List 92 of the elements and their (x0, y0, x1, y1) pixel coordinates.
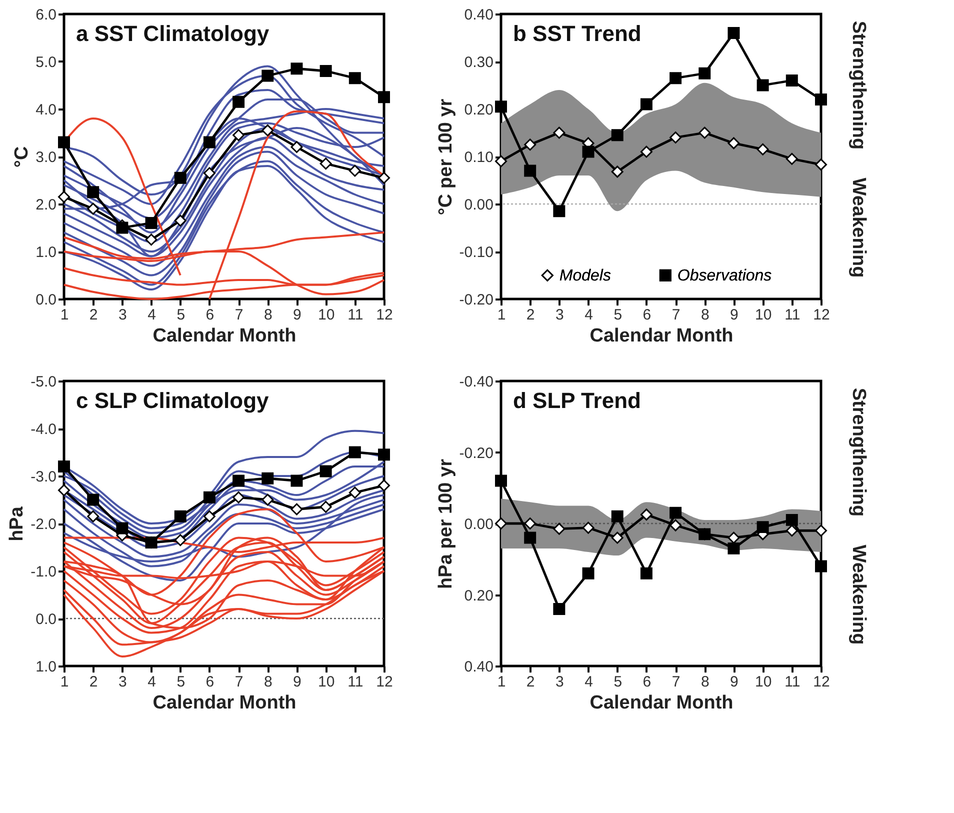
y-axis-title: hPa (6, 506, 28, 542)
x-tick-label: 8 (264, 306, 272, 324)
y-tick-label: 0.10 (464, 149, 494, 166)
x-tick-label: 7 (672, 306, 680, 324)
x-tick-label: 5 (614, 306, 622, 324)
x-axis-title: Calendar Month (152, 326, 296, 346)
x-tick-label: 10 (754, 674, 772, 690)
x-tick-label: 2 (89, 674, 98, 690)
y-tick-label: 6.0 (36, 6, 56, 24)
x-tick-label: 6 (642, 674, 652, 690)
chart-title: b SST Trend (513, 21, 642, 46)
chart-title: a SST Climatology (76, 21, 270, 46)
x-tick-label: 12 (813, 674, 830, 690)
x-tick-label: 10 (754, 306, 772, 324)
x-tick-label: 12 (376, 306, 393, 324)
text: Weakening (848, 544, 869, 645)
legend-label: Observations (677, 267, 772, 284)
y-tick-label: 0.00 (464, 516, 494, 533)
x-tick-label: 9 (730, 674, 738, 690)
y-tick-label: -4.0 (30, 421, 56, 438)
x-tick-label: 12 (376, 674, 393, 690)
x-tick-label: 11 (348, 674, 364, 690)
x-tick-label: 2 (89, 306, 98, 324)
x-tick-label: 11 (348, 306, 364, 324)
text: Weakening (848, 178, 869, 278)
y-tick-label: -0.20 (459, 292, 494, 308)
x-tick-label: 8 (264, 674, 272, 690)
x-tick-label: 5 (176, 674, 186, 690)
y-tick-label: 1.0 (36, 658, 56, 676)
x-tick-label: 3 (556, 306, 564, 324)
x-tick-label: 4 (584, 306, 593, 324)
y-axis-title: °C (12, 146, 33, 168)
y-tick-label: 0.30 (464, 54, 494, 71)
text: Strengthening (848, 20, 869, 150)
x-tick-label: 9 (730, 306, 738, 324)
y-tick-label: 0.40 (464, 658, 494, 676)
legend-label: Models (559, 267, 611, 284)
x-tick-label: 7 (234, 674, 244, 690)
x-tick-label: 2 (526, 306, 535, 324)
y-tick-label: 0.00 (464, 196, 494, 214)
x-tick-label: 9 (293, 674, 302, 690)
x-tick-label: 2 (526, 674, 535, 690)
x-tick-label: 4 (148, 674, 156, 690)
y-axis-title: °C per 100 yr (435, 98, 456, 216)
x-tick-label: 11 (784, 306, 800, 324)
x-tick-label: 5 (176, 306, 186, 324)
x-tick-label: 10 (318, 306, 335, 324)
x-tick-label: 3 (118, 674, 127, 690)
y-tick-label: -5.0 (30, 374, 56, 390)
x-tick-label: 1 (60, 674, 69, 690)
y-tick-label: 5.0 (36, 54, 56, 71)
y-tick-label: 4.0 (36, 102, 56, 118)
x-tick-label: 10 (318, 674, 335, 690)
y-tick-label: 0.20 (464, 102, 494, 118)
y-tick-label: -2.0 (30, 516, 56, 533)
y-tick-label: 1.0 (36, 244, 56, 261)
x-tick-label: 5 (614, 674, 622, 690)
x-tick-label: 8 (700, 674, 710, 690)
x-axis-title: Calendar Month (590, 326, 734, 346)
y-tick-label: -1.0 (30, 564, 56, 580)
y-axis-title: hPa per 100 yr (435, 458, 456, 589)
x-tick-label: 3 (556, 674, 564, 690)
chart-title: d SLP Trend (513, 388, 641, 413)
x-tick-label: 6 (206, 674, 214, 690)
x-tick-label: 7 (672, 674, 680, 690)
x-tick-label: 12 (813, 306, 830, 324)
x-tick-label: 4 (148, 306, 156, 324)
x-tick-label: 11 (784, 674, 800, 690)
x-tick-label: 1 (497, 306, 506, 324)
x-tick-label: 3 (118, 306, 127, 324)
x-tick-label: 9 (293, 306, 302, 324)
y-tick-label: 0.0 (36, 611, 56, 628)
x-tick-label: 6 (642, 306, 652, 324)
x-tick-label: 1 (497, 674, 506, 690)
y-tick-label: -3.0 (30, 468, 56, 486)
y-tick-label: 0.40 (464, 6, 494, 24)
y-tick-label: -0.40 (459, 374, 494, 390)
x-axis-title: Calendar Month (152, 692, 296, 714)
y-tick-label: -0.20 (459, 444, 494, 462)
y-tick-label: -0.10 (459, 244, 494, 261)
y-tick-label: 0.0 (36, 292, 56, 308)
y-tick-label: 3.0 (36, 149, 56, 166)
x-tick-label: 7 (234, 306, 244, 324)
y-tick-label: 2.0 (36, 196, 56, 214)
x-tick-label: 8 (700, 306, 710, 324)
x-tick-label: 4 (584, 674, 593, 690)
x-tick-label: 6 (206, 306, 214, 324)
text: Strengthening (848, 388, 869, 517)
chart-title: c SLP Climatology (76, 388, 270, 413)
x-axis-title: Calendar Month (590, 692, 734, 714)
y-tick-label: 0.20 (464, 587, 494, 604)
x-tick-label: 1 (60, 306, 69, 324)
